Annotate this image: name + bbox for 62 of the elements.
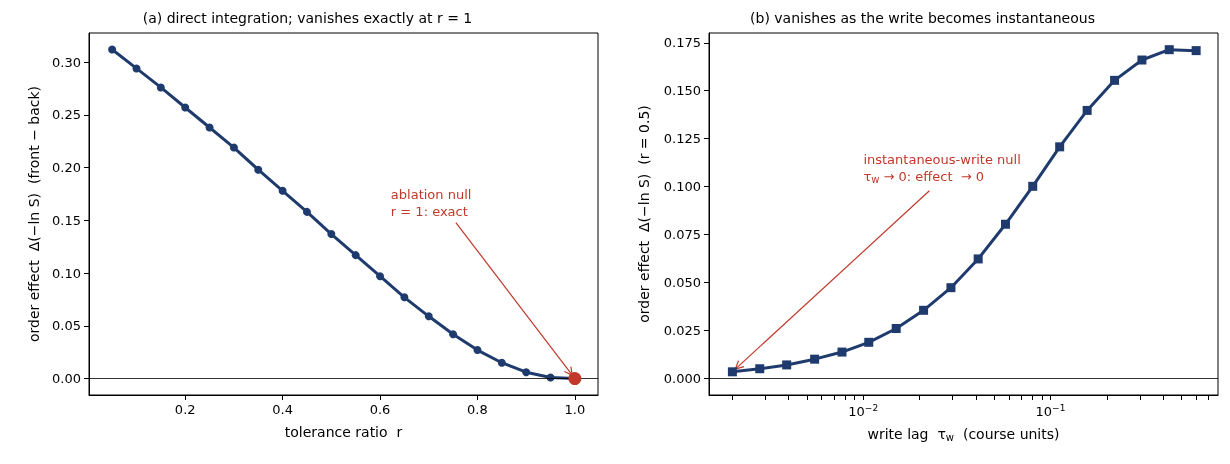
point: [181, 103, 190, 112]
point: [351, 251, 360, 260]
x-tick-label: 0.6: [369, 402, 391, 417]
point: [727, 367, 737, 377]
point: [522, 368, 531, 377]
point: [108, 45, 117, 54]
point: [497, 358, 506, 367]
point: [473, 346, 482, 355]
y-axis-title: order effect Δ(−ln S) (front − back): [26, 85, 42, 343]
point: [424, 312, 433, 321]
point: [132, 64, 141, 73]
point: [755, 364, 765, 374]
point: [327, 230, 336, 239]
chart-title: (b) vanishes as the write becomes instantaneous: [750, 10, 1095, 26]
x-tick-label: 0.2: [174, 402, 196, 417]
y-tick-label: 0.25: [52, 107, 81, 123]
point: [229, 143, 238, 152]
point: [919, 305, 929, 315]
point: [400, 293, 409, 302]
y-tick-label: 0.050: [663, 274, 701, 290]
point: [864, 337, 874, 347]
y-tick-label: 0.00: [52, 371, 81, 387]
y-tick-label: 0.125: [663, 131, 701, 147]
point: [1082, 105, 1092, 115]
point: [946, 283, 956, 293]
y-tick-label: 0.075: [663, 226, 701, 242]
point: [205, 123, 214, 132]
point: [973, 254, 983, 264]
point: [1164, 45, 1174, 55]
y-tick-label: 0.20: [52, 160, 81, 176]
chart-title: (a) direct integration; vanishes exactly at r = 1: [142, 10, 473, 26]
point: [1000, 219, 1010, 229]
point: [782, 360, 792, 370]
y-axis-title: order effect Δ(−ln S) (r = 0.5): [636, 105, 652, 323]
x-tick-label: 0.8: [467, 402, 488, 417]
point: [1110, 75, 1120, 85]
y-tick-label: 0.150: [663, 83, 701, 99]
point: [837, 347, 847, 357]
point: [810, 354, 820, 364]
point: [449, 330, 458, 339]
point: [302, 207, 311, 216]
y-tick-label: 0.025: [663, 322, 701, 338]
point: [891, 324, 901, 333]
point: [1191, 46, 1201, 56]
y-tick-label: 0.100: [663, 179, 701, 194]
point: [278, 186, 287, 195]
point: [376, 272, 385, 281]
point: [156, 83, 165, 92]
point: [1028, 181, 1038, 191]
annotation: ablation null r = 1: exact: [390, 186, 472, 219]
y-tick-label: 0.175: [663, 35, 701, 51]
y-tick-label: 0.05: [52, 318, 81, 334]
y-tick-label: 0.15: [52, 212, 81, 228]
y-tick-label: 0.000: [663, 370, 701, 386]
x-axis-title: tolerance ratio r: [284, 424, 403, 440]
y-tick-label: 0.10: [52, 265, 81, 281]
x-tick-label: 1.0: [564, 402, 586, 417]
y-tick-label: 0.30: [52, 54, 81, 70]
point: [1055, 142, 1065, 152]
point: [1137, 55, 1147, 65]
x-tick-label: 0.4: [272, 402, 293, 417]
point: [254, 165, 263, 174]
